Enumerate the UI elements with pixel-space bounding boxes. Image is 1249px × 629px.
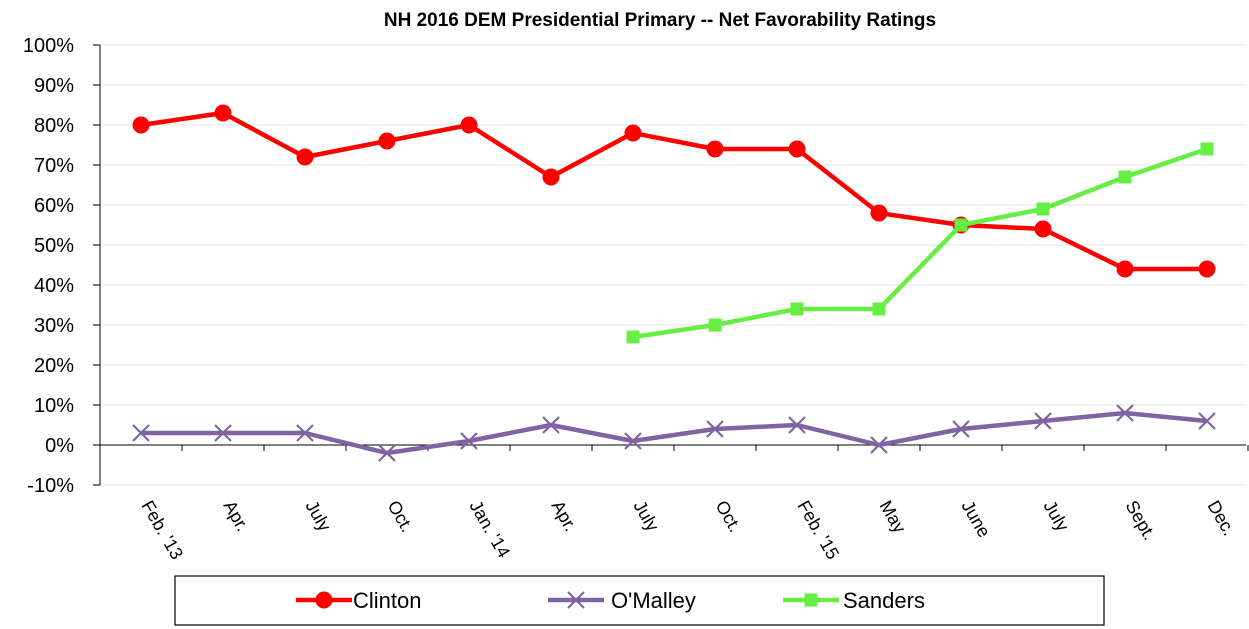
data-point xyxy=(624,432,642,450)
data-point xyxy=(788,140,806,158)
data-point xyxy=(790,302,804,316)
y-tick-label: 100% xyxy=(23,35,74,57)
data-point xyxy=(1034,412,1052,430)
x-tick-label: Apr. xyxy=(548,497,581,535)
y-tick-label: 40% xyxy=(34,275,74,297)
data-point xyxy=(1118,170,1132,184)
data-point xyxy=(1034,220,1052,238)
x-tick-label: Oct. xyxy=(712,497,746,536)
data-point xyxy=(378,132,396,150)
data-point xyxy=(542,416,560,434)
data-point xyxy=(132,424,150,442)
series-line xyxy=(141,410,1208,456)
chart-title: NH 2016 DEM Presidential Primary -- Net … xyxy=(384,10,936,31)
y-tick-label: 50% xyxy=(34,235,74,257)
y-tick-label: 80% xyxy=(34,115,74,137)
data-point xyxy=(788,416,806,434)
y-tick-label: 0% xyxy=(45,435,74,457)
data-point xyxy=(214,104,232,122)
y-tick-label: 70% xyxy=(34,155,74,177)
data-point xyxy=(706,140,724,158)
data-point xyxy=(706,420,724,438)
data-point xyxy=(132,116,150,134)
y-tick-label: 30% xyxy=(34,315,74,337)
data-point xyxy=(804,593,818,607)
x-tick-label: Jan. '14 xyxy=(466,497,515,561)
legend: Clinton O'Malley Sanders xyxy=(174,575,1105,626)
data-point xyxy=(542,168,560,186)
x-tick-label: Apr. xyxy=(220,497,253,535)
x-tick-label: July xyxy=(302,497,335,535)
x-tick-label: Feb. '13 xyxy=(138,497,188,563)
data-point xyxy=(872,302,886,316)
data-point xyxy=(460,432,478,450)
data-point xyxy=(460,116,478,134)
series-sanders xyxy=(626,142,1214,344)
data-point xyxy=(1116,404,1134,422)
data-point xyxy=(1200,142,1214,156)
y-axis-ticks: -10% 0% 10% 20% 30% 40% 50% 60% 70% 80% 90% 100% xyxy=(23,35,100,497)
x-tick-label: July xyxy=(1040,497,1073,535)
data-point xyxy=(378,444,396,462)
data-point xyxy=(567,591,585,609)
y-tick-label: 10% xyxy=(34,395,74,417)
data-point xyxy=(214,424,232,442)
y-tick-label: 20% xyxy=(34,355,74,377)
x-tick-label: Oct. xyxy=(384,497,418,536)
data-point xyxy=(1036,202,1050,216)
series-clinton xyxy=(132,104,1216,278)
y-tick-label: 90% xyxy=(34,75,74,97)
x-tick-label: Dec. xyxy=(1204,497,1240,539)
y-tick-label: -10% xyxy=(27,475,74,497)
data-point xyxy=(708,318,722,332)
x-tick-label: Sept. xyxy=(1122,497,1160,543)
legend-label: Sanders xyxy=(843,588,925,613)
data-point xyxy=(296,148,314,166)
x-tick-label: June xyxy=(958,497,995,541)
data-point xyxy=(1116,260,1134,278)
x-tick-label: Feb. '15 xyxy=(794,497,844,563)
legend-label: O'Malley xyxy=(611,588,696,613)
data-point xyxy=(624,124,642,142)
data-point xyxy=(1198,260,1216,278)
legend-label: Clinton xyxy=(353,588,421,613)
x-axis-ticks: Feb. '13 Apr. July Oct. Jan. '14 Apr. July Oct.… xyxy=(99,445,1249,563)
series-line xyxy=(632,146,1208,340)
gridlines xyxy=(100,44,1246,486)
data-point xyxy=(296,424,314,442)
y-tick-label: 60% xyxy=(34,195,74,217)
data-point xyxy=(315,591,333,609)
series-omalley xyxy=(132,404,1216,462)
x-tick-label: May xyxy=(876,497,910,536)
data-point xyxy=(870,436,888,454)
data-point xyxy=(1198,412,1216,430)
data-point xyxy=(952,420,970,438)
data-point xyxy=(870,204,888,222)
data-point xyxy=(954,218,968,232)
axes xyxy=(99,45,1246,485)
x-tick-label: July xyxy=(630,497,663,535)
series-line xyxy=(140,110,1207,272)
data-point xyxy=(626,330,640,344)
series-layer xyxy=(132,104,1216,462)
